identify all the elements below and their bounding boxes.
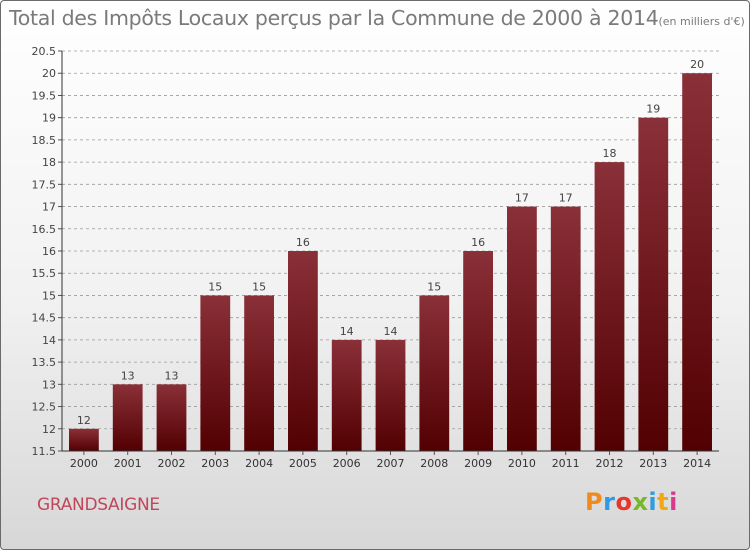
bar-2002: [156, 384, 187, 451]
bar-2008: [419, 295, 450, 451]
bar-2003: [200, 295, 231, 451]
brand-letter: P: [585, 488, 604, 516]
y-tick-label: 12.5: [32, 401, 57, 414]
bar-2001: [112, 384, 143, 451]
chart-unit: (en milliers d'€): [658, 15, 745, 28]
y-tick-label: 13: [42, 378, 56, 391]
bar-2004: [244, 295, 274, 451]
x-tick-label-2007: 2007: [377, 457, 405, 470]
bar-2011: [550, 206, 581, 451]
data-label-2005: 16: [296, 236, 310, 249]
y-tick-label: 16: [42, 245, 56, 258]
data-label-2014: 20: [690, 58, 704, 71]
data-label-2008: 15: [427, 280, 441, 293]
y-tick-label: 20.5: [32, 45, 57, 58]
x-tick-label-2014: 2014: [683, 457, 711, 470]
y-tick-label: 15.5: [32, 267, 57, 280]
y-tick-label: 17.5: [32, 178, 57, 191]
data-label-2011: 17: [559, 192, 573, 205]
data-label-2000: 12: [77, 414, 91, 427]
proxiti-logo: Proxiti: [585, 488, 678, 516]
chart-title: Total des Impôts Locaux perçus par la Co…: [9, 6, 659, 30]
bars: 12 13 13 15 15 16 14 14 15 16 17 17 18 19 20: [69, 58, 712, 452]
data-label-2010: 17: [515, 192, 529, 205]
brand-letter: i: [669, 488, 678, 516]
brand-letter: x: [632, 488, 649, 516]
y-tick-label: 14: [42, 334, 56, 347]
x-tick-label-2011: 2011: [552, 457, 580, 470]
y-axis: 11.5 12 12.5 13 13.5 14 14.5 15 15.5 16 16.5 17 17.5…: [32, 45, 63, 458]
y-tick-label: 11.5: [32, 445, 57, 458]
data-label-2004: 15: [252, 280, 266, 293]
bar-2007: [375, 339, 406, 451]
y-tick-label: 18.5: [32, 134, 57, 147]
x-tick-label-2004: 2004: [245, 457, 273, 470]
y-tick-label: 15: [42, 289, 56, 302]
data-label-2003: 15: [208, 280, 222, 293]
y-tick-label: 19.5: [32, 89, 57, 102]
bar-2013: [638, 117, 669, 452]
x-tick-label-2003: 2003: [201, 457, 229, 470]
commune-name: GRANDSAIGNE: [37, 495, 160, 515]
data-label-2009: 16: [471, 236, 485, 249]
data-label-2006: 14: [340, 325, 354, 338]
y-tick-label: 16.5: [32, 223, 57, 236]
brand-letter: o: [615, 488, 633, 516]
x-tick-label-2008: 2008: [420, 457, 448, 470]
y-tick-label: 12: [42, 423, 56, 436]
bar-2005: [288, 251, 318, 451]
y-tick-label: 17: [42, 201, 56, 214]
brand-letter: i: [648, 488, 658, 516]
x-tick-label-2009: 2009: [464, 457, 492, 470]
data-label-2007: 14: [384, 325, 398, 338]
bar-2014: [682, 73, 712, 451]
x-tick-label-2006: 2006: [333, 457, 361, 470]
y-tick-label: 20: [42, 67, 56, 80]
x-tick-label-2005: 2005: [289, 457, 317, 470]
chart-title-block: Total des Impôts Locaux perçus par la Co…: [9, 6, 745, 30]
bar-2006: [331, 339, 362, 451]
bar-2009: [463, 251, 493, 451]
bar-2010: [507, 206, 537, 451]
data-label-2001: 13: [121, 369, 135, 382]
brand-letter: r: [603, 488, 616, 516]
data-label-2013: 19: [646, 103, 660, 116]
bar-2000: [69, 428, 99, 451]
data-label-2002: 13: [165, 369, 179, 382]
x-tick-label-2013: 2013: [639, 457, 667, 470]
x-tick-label-2002: 2002: [158, 457, 186, 470]
y-tick-label: 18: [42, 156, 56, 169]
x-tick-label-2012: 2012: [596, 457, 624, 470]
bar-2012: [594, 162, 625, 451]
y-tick-label: 14.5: [32, 312, 57, 325]
y-tick-label: 19: [42, 112, 56, 125]
x-tick-label-2001: 2001: [114, 457, 142, 470]
data-label-2012: 18: [603, 147, 617, 160]
y-tick-label: 13.5: [32, 356, 57, 369]
brand-letter: t: [657, 488, 670, 516]
x-tick-label-2000: 2000: [70, 457, 98, 470]
x-tick-label-2010: 2010: [508, 457, 536, 470]
x-axis: 2000 2001 2002 2003 2004 2005 2006 2007 2008 2009…: [62, 450, 719, 470]
